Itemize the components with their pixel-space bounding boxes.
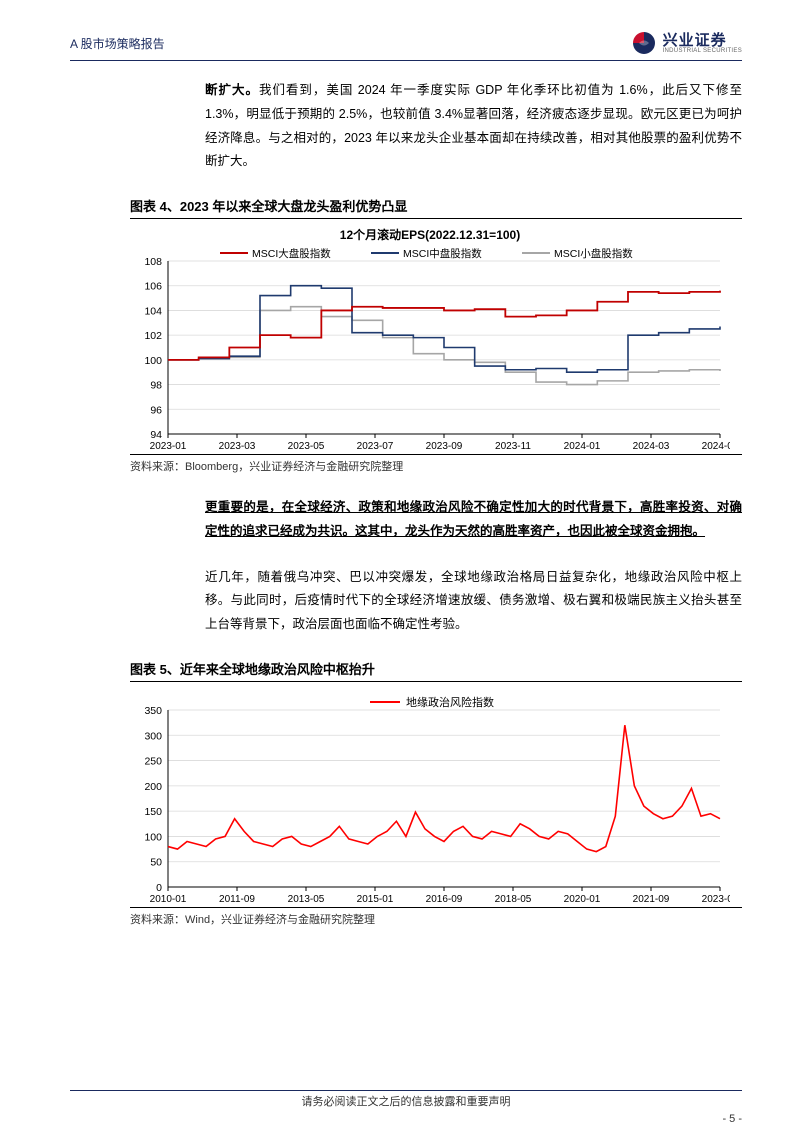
svg-text:2010-01: 2010-01 (150, 894, 187, 905)
para1-rest: 我们看到，美国 2024 年一季度实际 GDP 年化季环比初值为 1.6%，此后… (205, 83, 742, 168)
svg-text:350: 350 (144, 705, 162, 717)
chart4-title: 图表 4、2023 年以来全球大盘龙头盈利优势凸显 (130, 196, 742, 219)
svg-text:96: 96 (150, 404, 162, 416)
svg-text:150: 150 (144, 806, 162, 818)
svg-text:100: 100 (144, 831, 162, 843)
logo-cn-text: 兴业证券 (663, 33, 742, 48)
svg-text:2020-01: 2020-01 (564, 894, 601, 905)
svg-text:108: 108 (144, 256, 162, 268)
svg-text:200: 200 (144, 781, 162, 793)
svg-text:2024-01: 2024-01 (564, 441, 601, 452)
svg-text:50: 50 (150, 856, 162, 868)
page-header: A 股市场策略报告 兴业证券 INDUSTRIAL SECURITIES (70, 30, 742, 61)
svg-text:2023-03: 2023-03 (219, 441, 256, 452)
svg-text:2011-09: 2011-09 (219, 894, 255, 905)
para2-text: 更重要的是，在全球经济、政策和地缘政治风险不确定性加大的时代背景下，高胜率投资、… (205, 500, 742, 538)
footer-line (70, 1090, 742, 1091)
svg-text:2023-07: 2023-07 (357, 441, 394, 452)
chart5-source: 资料来源：Wind，兴业证券经济与金融研究院整理 (130, 907, 742, 927)
svg-text:2013-05: 2013-05 (288, 894, 325, 905)
svg-text:2024-03: 2024-03 (633, 441, 670, 452)
svg-text:102: 102 (144, 330, 162, 342)
chart5-svg: 地缘政治风险指数 0 50 100 150 200 250 300 350 2010-01 2011… (130, 690, 730, 905)
svg-text:2018-05: 2018-05 (495, 894, 532, 905)
company-logo: 兴业证券 INDUSTRIAL SECURITIES (631, 30, 742, 56)
svg-text:2023-05: 2023-05 (288, 441, 325, 452)
svg-text:2021-09: 2021-09 (633, 894, 670, 905)
svg-text:0: 0 (156, 882, 162, 894)
logo-icon (631, 30, 657, 56)
chart5-title: 图表 5、近年来全球地缘政治风险中枢抬升 (130, 659, 742, 682)
svg-text:2016-09: 2016-09 (426, 894, 463, 905)
svg-text:2023-05: 2023-05 (702, 894, 730, 905)
footer-text: 请务必阅读正文之后的信息披露和重要声明 (70, 1093, 742, 1109)
svg-text:104: 104 (144, 305, 162, 317)
paragraph-3: 近几年，随着俄乌冲突、巴以冲突爆发，全球地缘政治格局日益复杂化，地缘政治风险中枢… (205, 566, 742, 637)
svg-text:地缘政治风险指数: 地缘政治风险指数 (406, 695, 494, 709)
svg-text:12个月滚动EPS(2022.12.31=100): 12个月滚动EPS(2022.12.31=100) (340, 227, 520, 242)
logo-en-text: INDUSTRIAL SECURITIES (663, 48, 742, 54)
page-number: - 5 - (722, 1113, 742, 1125)
svg-text:94: 94 (150, 429, 162, 441)
svg-text:100: 100 (144, 355, 162, 367)
svg-text:2015-01: 2015-01 (357, 894, 394, 905)
chart4-source: 资料来源：Bloomberg，兴业证券经济与金融研究院整理 (130, 454, 742, 474)
chart5-container: 地缘政治风险指数 0 50 100 150 200 250 300 350 2010-01 2011… (130, 690, 742, 905)
svg-text:2023-11: 2023-11 (495, 441, 531, 452)
header-title: A 股市场策略报告 (70, 35, 165, 52)
chart4-container: 12个月滚动EPS(2022.12.31=100) MSCI大盘股指数 MSCI中盘… (130, 227, 742, 452)
paragraph-2: 更重要的是，在全球经济、政策和地缘政治风险不确定性加大的时代背景下，高胜率投资、… (205, 496, 742, 544)
svg-text:MSCI小盘股指数: MSCI小盘股指数 (554, 247, 633, 260)
svg-text:MSCI大盘股指数: MSCI大盘股指数 (252, 247, 331, 260)
svg-text:106: 106 (144, 281, 162, 293)
paragraph-1: 断扩大。我们看到，美国 2024 年一季度实际 GDP 年化季环比初值为 1.6… (205, 79, 742, 174)
svg-text:2023-01: 2023-01 (150, 441, 187, 452)
svg-text:2023-09: 2023-09 (426, 441, 463, 452)
svg-text:98: 98 (150, 380, 162, 392)
chart4-svg: 12个月滚动EPS(2022.12.31=100) MSCI大盘股指数 MSCI中盘… (130, 227, 730, 452)
svg-text:250: 250 (144, 755, 162, 767)
para1-bold: 断扩大。 (205, 83, 259, 97)
svg-text:MSCI中盘股指数: MSCI中盘股指数 (403, 247, 482, 260)
svg-text:300: 300 (144, 730, 162, 742)
svg-text:2024-05: 2024-05 (702, 441, 730, 452)
